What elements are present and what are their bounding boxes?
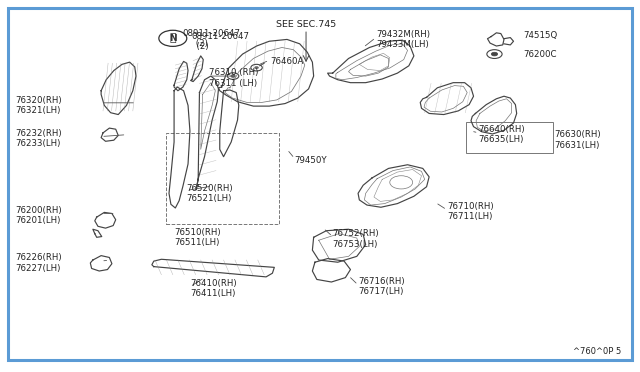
Circle shape bbox=[231, 75, 235, 77]
Text: 08911-20647
     (2): 08911-20647 (2) bbox=[182, 29, 241, 48]
Circle shape bbox=[255, 67, 259, 69]
Text: 76310 (RH)
76311 (LH): 76310 (RH) 76311 (LH) bbox=[209, 68, 259, 87]
Text: 76710(RH)
76711(LH): 76710(RH) 76711(LH) bbox=[447, 202, 493, 221]
Bar bbox=[466, 122, 554, 153]
Text: N: N bbox=[169, 34, 177, 43]
Text: 76510(RH)
76511(LH): 76510(RH) 76511(LH) bbox=[174, 228, 221, 247]
Bar bbox=[166, 133, 280, 224]
Text: 76630(RH)
76631(LH): 76630(RH) 76631(LH) bbox=[555, 131, 602, 150]
Text: 76716(RH)
76717(LH): 76716(RH) 76717(LH) bbox=[358, 277, 404, 296]
Text: 08911-20647
  (2): 08911-20647 (2) bbox=[191, 32, 249, 51]
Text: 76460A: 76460A bbox=[271, 57, 304, 66]
Text: SEE SEC.745: SEE SEC.745 bbox=[276, 20, 336, 29]
Text: 76232(RH)
76233(LH): 76232(RH) 76233(LH) bbox=[15, 129, 62, 148]
Text: 76520(RH)
76521(LH): 76520(RH) 76521(LH) bbox=[187, 184, 234, 203]
Text: 79450Y: 79450Y bbox=[294, 156, 327, 165]
Text: 76410(RH)
76411(LH): 76410(RH) 76411(LH) bbox=[190, 279, 237, 298]
Text: 79432M(RH)
79433M(LH): 79432M(RH) 79433M(LH) bbox=[376, 30, 430, 49]
Text: 76752(RH)
76753(LH): 76752(RH) 76753(LH) bbox=[333, 230, 380, 249]
Text: 76226(RH)
76227(LH): 76226(RH) 76227(LH) bbox=[15, 253, 62, 273]
Text: 74515Q: 74515Q bbox=[523, 31, 557, 40]
Text: 76200C: 76200C bbox=[523, 49, 557, 58]
Text: 76640(RH)
76635(LH): 76640(RH) 76635(LH) bbox=[479, 125, 525, 144]
Text: 76320(RH)
76321(LH): 76320(RH) 76321(LH) bbox=[15, 96, 62, 115]
Circle shape bbox=[492, 52, 498, 56]
Text: ^760^0P 5: ^760^0P 5 bbox=[573, 347, 621, 356]
Text: 76200(RH)
76201(LH): 76200(RH) 76201(LH) bbox=[15, 206, 62, 225]
Text: Ⓝ: Ⓝ bbox=[170, 33, 176, 43]
